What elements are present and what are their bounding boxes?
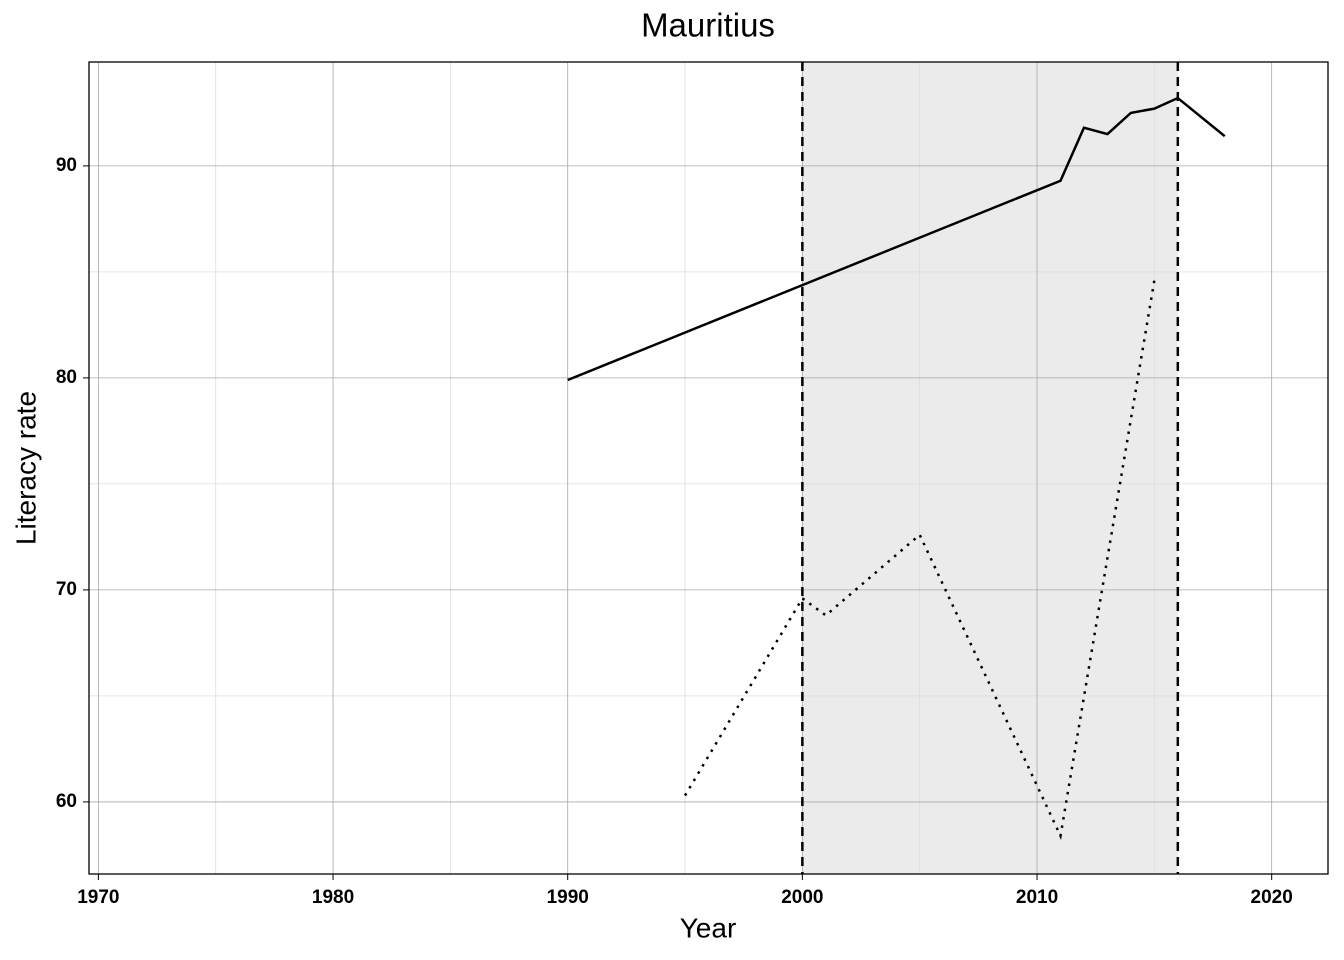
x-tick-label: 2000 [781,887,823,908]
y-axis-label: Literacy rate [10,391,41,545]
x-tick-label: 1990 [547,887,589,908]
y-tick-label: 60 [56,791,77,812]
plot-border [88,61,1329,875]
y-tick-label: 90 [56,155,77,176]
x-tick-label: 1970 [77,887,119,908]
x-tick-label: 2010 [1016,887,1058,908]
x-tick-label: 2020 [1251,887,1293,908]
x-axis-label: Year [680,912,737,943]
y-tick-label: 70 [56,579,77,600]
shaded-region [802,62,1178,874]
data-line [683,280,1156,840]
data-line [567,96,1226,382]
x-tick-label: 1980 [312,887,354,908]
y-tick-label: 80 [56,367,77,388]
chart-title: Mauritius [641,7,775,44]
